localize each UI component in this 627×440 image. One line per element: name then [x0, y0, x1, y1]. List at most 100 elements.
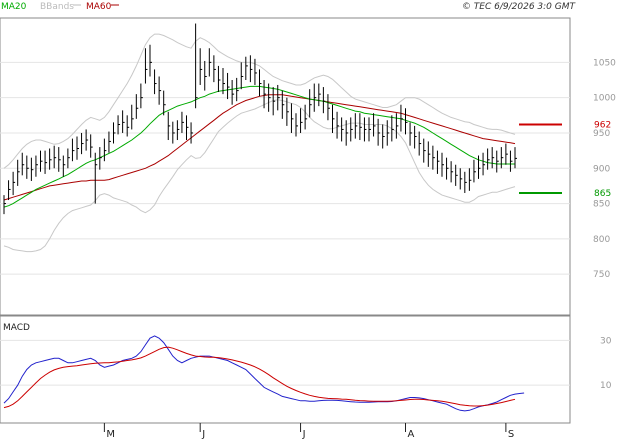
ohlc-bar [327, 94, 330, 121]
ohlc-bar [277, 84, 280, 111]
ohlc-bar [487, 148, 490, 170]
ohlc-bar [181, 111, 184, 133]
month-label: M [106, 429, 115, 440]
ohlc-bar [432, 145, 435, 170]
ohlc-bar [336, 111, 340, 139]
ohlc-bar [332, 104, 335, 133]
ohlc-bar [455, 164, 458, 186]
bb-lower-line [3, 99, 516, 253]
ohlc-bar [35, 155, 38, 177]
ohlc-bar [427, 141, 431, 167]
ohlc-bar [496, 150, 499, 173]
ohlc-bar [281, 90, 285, 119]
bollinger-bands [3, 33, 516, 253]
ohlc-bar [491, 147, 495, 169]
ohlc-bar [44, 150, 48, 174]
ohlc-bar [482, 152, 486, 176]
price-tick-label: 900 [593, 164, 610, 174]
ohlc-bar [459, 168, 463, 190]
level-label-962: 962 [594, 120, 611, 130]
legend-ma60-label: MA60 [86, 2, 112, 12]
macd-tick-label: 10 [600, 381, 612, 391]
ohlc-bar [135, 94, 139, 119]
ohlc-bar [382, 124, 385, 149]
ohlc-bar [208, 48, 212, 77]
ohlc-bar [354, 113, 358, 139]
ohlc-bar [423, 138, 426, 163]
ohlc-bar [227, 72, 230, 100]
price-tick-label: 750 [593, 270, 610, 280]
ohlc-bars [3, 23, 517, 215]
price-tick-label: 1050 [593, 58, 616, 68]
ohlc-bar [58, 147, 61, 172]
price-tick-label: 800 [593, 235, 610, 245]
ohlc-bar [158, 76, 162, 105]
ohlc-bar [409, 122, 413, 146]
copyright-text: © TEC 6/9/2026 3:0 GMT [462, 2, 577, 12]
ohlc-bar [90, 134, 93, 158]
ohlc-bar [322, 87, 326, 114]
ohlc-bar [418, 131, 422, 156]
ohlc-bar [167, 111, 171, 141]
level-label-865: 865 [594, 189, 611, 199]
ohlc-bar [300, 108, 303, 133]
price-levels: 962 865 [519, 120, 611, 199]
ohlc-bar [414, 125, 417, 149]
ohlc-bar [12, 171, 16, 196]
ohlc-bar [236, 77, 239, 102]
ohlc-bar [313, 83, 317, 112]
ohlc-bar [222, 68, 225, 95]
ohlc-bar [368, 117, 371, 142]
ohlc-bar [514, 147, 517, 169]
ohlc-bar [478, 155, 481, 179]
bb-upper-line [3, 33, 516, 169]
price-tick-label: 950 [593, 129, 610, 139]
macd-title: MACD [3, 323, 30, 333]
ohlc-bar [464, 171, 467, 193]
ohlc-bar [49, 148, 52, 170]
ohlc-bar [117, 115, 121, 135]
ohlc-bar [99, 147, 102, 170]
ohlc-bar [309, 89, 312, 118]
legend: MA20 BBands MA60 [1, 2, 119, 12]
ohlc-bar [122, 110, 125, 133]
ohlc-bar [473, 159, 476, 183]
ohlc-bar [377, 118, 381, 146]
ohlc-bar [103, 138, 107, 162]
macd-tick-label: 30 [600, 336, 612, 346]
month-label: A [408, 429, 415, 440]
ohlc-bar [500, 147, 504, 169]
ohlc-bar [3, 195, 6, 215]
ohlc-bar [350, 117, 353, 142]
ohlc-bar [40, 150, 43, 172]
ohlc-bar [272, 87, 276, 116]
price-grid [0, 61, 570, 275]
ohlc-bar [190, 122, 194, 144]
ohlc-bar [254, 58, 257, 85]
ohlc-bar [436, 150, 440, 174]
macd-y-axis: 10 30 [600, 336, 612, 391]
ohlc-bar [231, 80, 235, 105]
price-tick-label: 1000 [593, 94, 616, 104]
ohlc-bar [391, 115, 394, 142]
ohlc-bar [204, 60, 207, 91]
ma60-line [3, 94, 516, 201]
macd-lines [3, 335, 525, 412]
ohlc-bar [386, 120, 390, 146]
ohlc-bar [217, 65, 221, 93]
ohlc-bar [149, 44, 152, 77]
ohlc-bar [67, 148, 70, 169]
ohlc-bar [62, 155, 66, 177]
ohlc-bar [249, 55, 253, 83]
ohlc-bar [446, 157, 449, 180]
ohlc-bar [81, 132, 84, 155]
macd-signal-line [3, 346, 516, 409]
ohlc-bar [26, 155, 29, 179]
ohlc-bar [144, 48, 148, 84]
ohlc-bar [395, 113, 399, 139]
ohlc-bar [85, 129, 89, 151]
ohlc-bar [140, 83, 143, 109]
ohlc-bar [176, 120, 180, 141]
